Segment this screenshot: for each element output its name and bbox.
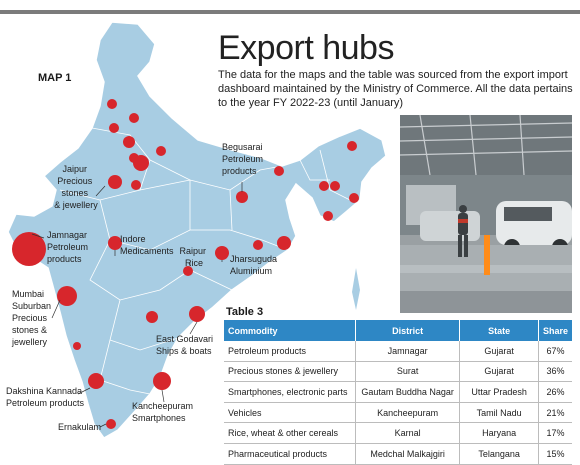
col-district: District	[355, 320, 461, 341]
map-annotations: Jaipur Precious stones & jewellery Begus…	[6, 142, 280, 432]
cell-share: 21%	[538, 402, 572, 424]
table-row: Vehicles Kancheepuram Tamil Nadu 21%	[224, 402, 572, 424]
dot-up	[156, 146, 166, 156]
label-mumbai: Mumbai Suburban Precious stones & jewell…	[11, 289, 54, 347]
dot-jammu	[107, 99, 117, 109]
table-row: Pharmaceutical products Medchal Malkajgi…	[224, 443, 572, 465]
cell-state: Tamil Nadu	[459, 402, 539, 424]
label-indore: Indore Medicaments	[120, 234, 174, 256]
top-rule	[0, 10, 580, 14]
dot-ludhiana	[109, 123, 119, 133]
description: The data for the maps and the table was …	[218, 69, 573, 109]
cell-share: 67%	[538, 341, 572, 362]
label-ernakulam: Ernakulam	[58, 422, 101, 432]
cell-district: Gautam Buddha Nagar	[355, 381, 461, 403]
dot-kolkata	[277, 236, 291, 250]
cell-share: 15%	[538, 443, 572, 465]
table-row: Petroleum products Jamnagar Gujarat 67%	[224, 341, 572, 362]
cell-state: Haryana	[459, 422, 539, 444]
dot-meghalaya-a	[319, 181, 329, 191]
cell-district: Jamnagar	[355, 341, 461, 362]
label-raipur: Raipur Rice	[179, 246, 208, 268]
col-share: Share	[538, 320, 572, 341]
dot-dakshina-kannada	[88, 373, 104, 389]
cell-commodity: Pharmaceutical products	[224, 443, 357, 465]
cell-share: 17%	[538, 422, 572, 444]
dot-chhattisgarh	[215, 246, 229, 260]
table-row: Precious stones & jewellery Surat Gujara…	[224, 361, 572, 383]
dot-goa	[73, 342, 81, 350]
dot-manipur	[349, 193, 359, 203]
dot-tripura	[323, 211, 333, 221]
label-kancheepuram: Kancheepuram Smartphones	[132, 401, 196, 423]
cell-state: Gujarat	[459, 341, 539, 362]
dot-rajasthan	[131, 180, 141, 190]
label-east-godavari: East Godavari Ships & boats	[156, 334, 216, 356]
label-begusarai: Begusarai Petroleum products	[222, 142, 266, 176]
cell-state: Telangana	[459, 443, 539, 465]
cell-district: Surat	[355, 361, 461, 383]
india-export-map: Jaipur Precious stones & jewellery Begus…	[0, 16, 400, 457]
map-label: MAP 1	[38, 72, 72, 84]
dot-begusarai	[236, 191, 248, 203]
dot-jharkhand	[253, 240, 263, 250]
dot-kancheepuram	[153, 372, 171, 390]
cell-state: Uttar Pradesh	[459, 381, 539, 403]
dot-gautam-buddha-nagar	[133, 155, 149, 171]
dot-delhi-a	[123, 136, 135, 148]
dot-jaipur	[108, 175, 122, 189]
col-state: State	[459, 320, 539, 341]
dot-raipur	[183, 266, 193, 276]
dot-meghalaya-b	[330, 181, 340, 191]
dot-bihar	[274, 166, 284, 176]
table-label: Table 3	[226, 306, 264, 318]
cell-commodity: Vehicles	[224, 402, 357, 424]
label-jharsuguda: Jharsuguda Aluminium	[230, 254, 280, 276]
cell-commodity: Petroleum products	[224, 341, 357, 362]
cell-share: 26%	[538, 381, 572, 403]
cell-state: Gujarat	[459, 361, 539, 383]
dot-indore	[108, 236, 122, 250]
cell-commodity: Precious stones & jewellery	[224, 361, 357, 383]
page-title: Export hubs	[218, 29, 394, 67]
label-jamnagar: Jamnagar Petroleum products	[47, 230, 91, 264]
dot-assam	[347, 141, 357, 151]
leader-lines	[31, 182, 243, 428]
dot-east-godavari	[189, 306, 205, 322]
dot-ernakulam	[106, 419, 116, 429]
hub-dots	[12, 99, 359, 429]
factory-photo	[400, 115, 572, 313]
dot-telangana	[146, 311, 158, 323]
label-jaipur: Jaipur Precious stones & jewellery	[54, 164, 98, 210]
dot-punjab	[129, 113, 139, 123]
cell-district: Karnal	[355, 422, 461, 444]
cell-commodity: Rice, wheat & other cereals	[224, 422, 357, 444]
label-dakshina-kannada: Dakshina Kannada Petroleum products	[6, 386, 85, 408]
dot-mumbai	[57, 286, 77, 306]
col-commodity: Commodity	[224, 320, 357, 341]
dot-jamnagar	[12, 232, 46, 266]
cell-commodity: Smartphones, electronic parts	[224, 381, 357, 403]
table-row: Rice, wheat & other cereals Karnal Harya…	[224, 422, 572, 444]
cell-share: 36%	[538, 361, 572, 383]
cell-district: Kancheepuram	[355, 402, 461, 424]
export-table: Commodity District State Share Petroleum…	[224, 320, 572, 465]
table-header-row: Commodity District State Share	[224, 320, 572, 341]
table-row: Smartphones, electronic parts Gautam Bud…	[224, 381, 572, 403]
cell-district: Medchal Malkajgiri	[355, 443, 461, 465]
